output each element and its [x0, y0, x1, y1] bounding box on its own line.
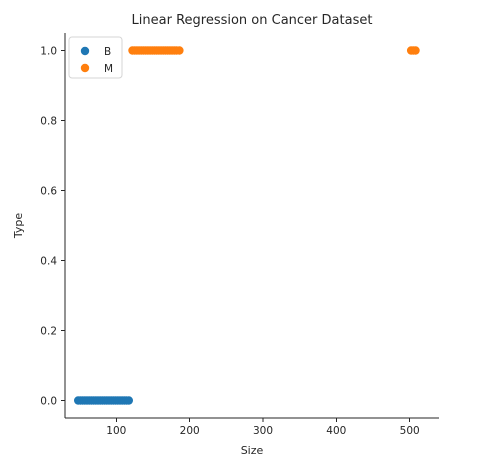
x-axis-label: Size	[241, 444, 264, 457]
x-axis-ticks: 100 200 300 400 500	[106, 418, 420, 437]
data-point-m	[175, 46, 184, 55]
y-axis-label: Type	[12, 213, 25, 239]
legend-label-m: M	[104, 63, 113, 75]
x-tick-label: 500	[400, 425, 420, 437]
y-axis-ticks: 0.0 0.2 0.4 0.6 0.8 1.0	[40, 46, 65, 408]
chart-title: Linear Regression on Cancer Dataset	[132, 13, 373, 28]
data-point-m	[411, 46, 420, 55]
legend-marker-m	[80, 63, 90, 73]
legend-label-b: B	[104, 46, 111, 58]
y-tick-label: 1.0	[40, 46, 57, 58]
legend-box	[68, 36, 123, 79]
y-tick-label: 0.4	[40, 256, 57, 268]
x-tick-label: 100	[106, 425, 126, 437]
y-tick-label: 0.2	[40, 326, 57, 338]
legend: B M	[68, 36, 123, 79]
x-tick-label: 300	[253, 425, 273, 437]
y-tick-label: 0.6	[40, 186, 57, 198]
data-point-b	[124, 396, 133, 405]
legend-marker-b	[80, 46, 90, 56]
x-tick-label: 400	[326, 425, 346, 437]
y-tick-label: 0.0	[40, 396, 57, 408]
y-tick-label: 0.8	[40, 116, 57, 128]
x-tick-label: 200	[180, 425, 200, 437]
data-points	[74, 46, 420, 405]
